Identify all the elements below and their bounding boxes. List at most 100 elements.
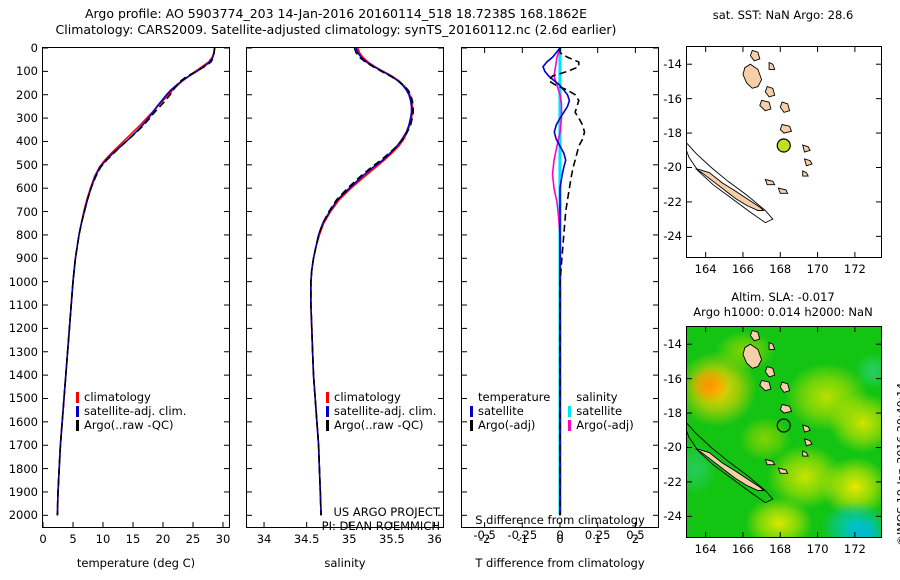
t-difference-tick-label: -1 [516,532,529,546]
s-difference-tick-label: 0 [556,528,564,542]
depth-tick-label: 800 [16,227,38,242]
salinity-legend: climatology satellite-adj. clim. Argo(..… [326,390,436,432]
salinity-plot-area [247,48,443,527]
depth-tick-label: 200 [16,87,38,102]
depth-tick-label: 1000 [8,274,38,289]
salinity-tick-label: 34 [256,532,272,546]
s-difference-tick-label: 0.5 [626,528,645,542]
map-latitude-tick: -16 [663,91,682,106]
temperature-axis-label: temperature (deg C) [76,556,196,570]
depth-tick-label: 2000 [8,508,38,523]
salinity-axis-label: salinity [324,556,366,570]
title-line-1: Argo profile: AO 5903774_203 14-Jan-2016… [84,6,588,21]
map-latitude-tick: -22 [663,194,682,209]
temperature-profile-panel [42,47,230,528]
depth-tick-label: 1400 [8,368,38,383]
map-longitude-tick: 172 [843,542,866,556]
legend-item: Argo(..raw -QC) [76,418,186,432]
legend-item: satellite [470,404,550,418]
map-latitude-tick: -22 [663,474,682,489]
legend-label: satellite [478,404,524,418]
t-difference-tick-label: -2 [478,532,491,546]
salinity-tick-label: 35 [341,532,357,546]
map-latitude-tick: -16 [663,371,682,386]
depth-tick-label: 700 [16,204,38,219]
legend-label: Argo(..raw -QC) [84,418,174,432]
difference-plot-area [462,48,658,527]
difference-legend-salinity: salinity satellite Argo(-adj) [568,390,634,432]
map-longitude-tick: 164 [694,262,717,276]
temperature-difference-axis-label: T difference from climatology [475,556,645,570]
project-name: US ARGO PROJECT [333,505,440,519]
map-latitude-tick: -18 [663,126,682,141]
depth-tick-label: 1100 [8,298,38,313]
depth-tick-label: 1300 [8,344,38,359]
map-longitude-tick: 170 [806,262,829,276]
map-latitude-tick: -24 [663,509,682,524]
legend-swatch-climatology [326,391,329,403]
depth-tick-label: 900 [16,251,38,266]
map-longitude-tick: 170 [806,542,829,556]
legend-swatch-s-satellite [568,405,572,417]
legend-swatch-t-argo-adj [470,419,473,431]
sla-map [686,326,882,538]
depth-tick-label: 400 [16,134,38,149]
depth-tick-label: 1700 [8,438,38,453]
salinity-tick-label: 34.5 [293,532,320,546]
map-latitude-tick: -20 [663,160,682,175]
map-latitude-tick: -14 [663,337,682,352]
legend-swatch-satellite-adj [76,405,79,417]
depth-tick-label: 600 [16,181,38,196]
sst-map [686,46,882,258]
depth-tick-label: 1500 [8,391,38,406]
legend-swatch-s-argo-adj [568,419,572,431]
legend-heading-salinity: salinity [576,390,618,404]
temperature-tick-label: 30 [215,532,231,546]
difference-profile-panel [461,47,659,528]
t-difference-tick-label: 2 [631,532,640,546]
temperature-legend: climatology satellite-adj. clim. Argo(..… [76,390,186,432]
sst-map-title: sat. SST: NaN Argo: 28.6 [712,8,854,22]
legend-item: climatology [326,390,436,404]
temperature-tick-label: 5 [69,532,77,546]
project-credit: US ARGO PROJECT PI: DEAN ROEMMICH [250,505,440,533]
legend-item: Argo(..raw -QC) [326,418,436,432]
map-latitude-tick: -20 [663,440,682,455]
legend-item: Argo(-adj) [470,418,550,432]
map-longitude-tick: 168 [769,262,792,276]
difference-legend: temperature satellite Argo(-adj) salinit… [470,390,634,432]
title-line-2: Climatology: CARS2009. Satellite-adjuste… [55,22,617,37]
depth-tick-label: 300 [16,111,38,126]
legend-item: Argo(-adj) [568,418,634,432]
map-latitude-tick: -14 [663,57,682,72]
map-longitude-tick: 166 [731,542,754,556]
depth-tick-label: 100 [16,64,38,79]
legend-item: climatology [76,390,186,404]
legend-swatch-climatology [76,391,79,403]
legend-label: Argo(-adj) [576,418,634,432]
salinity-difference-axis-label: S difference from climatology [475,513,645,527]
legend-label: climatology [334,390,401,404]
salinity-tick-label: 35.5 [379,532,405,546]
difference-legend-temperature: temperature satellite Argo(-adj) [470,390,550,432]
legend-label: climatology [84,390,151,404]
legend-swatch-satellite-adj [326,405,329,417]
depth-tick-label: 500 [16,157,38,172]
s-difference-tick-label: -0.5 [473,528,496,542]
t-difference-tick-label: 0 [556,532,564,546]
s-difference-tick-label: 0.25 [584,528,611,542]
depth-tick-label: 1600 [8,414,38,429]
map-longitude-tick: 166 [731,262,754,276]
sla-title-line-1: Altim. SLA: -0.017 [731,290,835,304]
temperature-tick-label: 0 [39,532,47,546]
legend-label: Argo(..raw -QC) [334,418,424,432]
legend-label: satellite [576,404,623,418]
map-latitude-tick: -24 [663,229,682,244]
sla-title-line-2: Argo h1000: 0.014 h2000: NaN [693,305,873,319]
legend-item: satellite-adj. clim. [76,404,186,418]
legend-item: satellite-adj. clim. [326,404,436,418]
project-pi: PI: DEAN ROEMMICH [321,519,440,533]
sla-map-title: Altim. SLA: -0.017 Argo h1000: 0.014 h20… [693,290,872,320]
legend-swatch-argo-raw [76,419,79,431]
salinity-profile-panel [246,47,444,528]
